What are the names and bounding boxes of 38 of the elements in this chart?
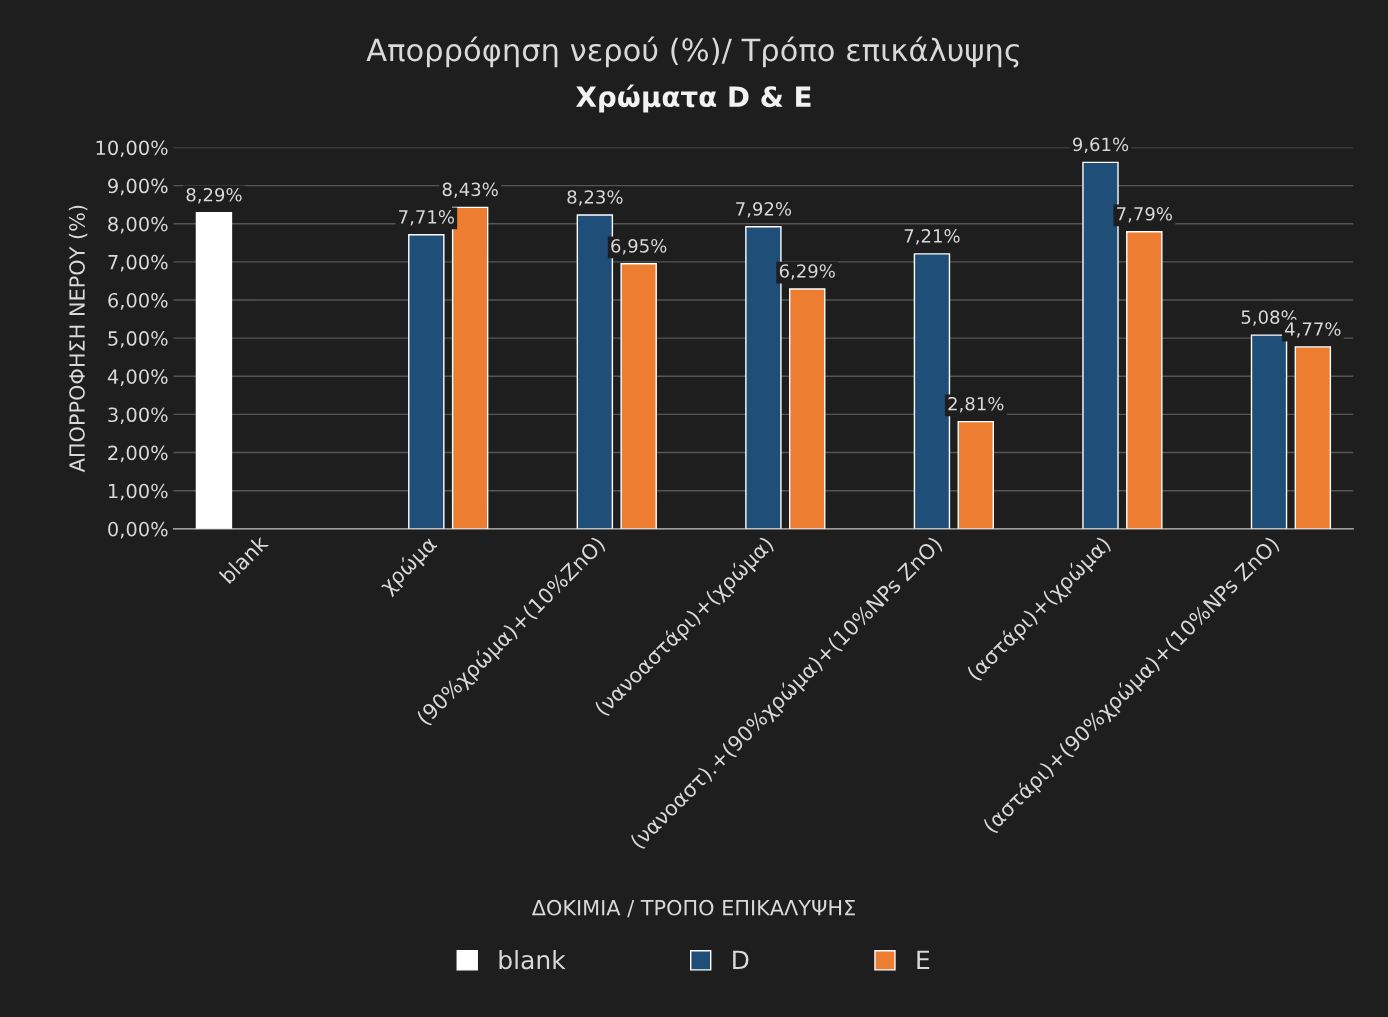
chart-subtitle: Χρώματα D & E	[576, 84, 811, 113]
data-label: 7,71%	[399, 210, 454, 226]
y-tick-label: 0,00%	[108, 521, 168, 539]
x-axis-title: ΔΟΚΙΜΙΑ / ΤΡΟΠΟ ΕΠΙΚΑΛΥΨΗΣ	[531, 899, 855, 918]
y-tick-label: 1,00%	[109, 483, 168, 501]
y-tick-label: 10,00%	[96, 140, 168, 158]
y-tick-label: 7,00%	[108, 254, 168, 272]
data-label: 2,81%	[948, 396, 1004, 413]
y-tick-label: 3,00%	[108, 407, 168, 425]
y-tick-label: 2,00%	[108, 445, 168, 463]
y-tick-label: 6,00%	[108, 292, 168, 310]
data-label: 9,61%	[1072, 137, 1129, 154]
bar	[745, 226, 782, 529]
data-label: 8,29%	[186, 187, 242, 204]
bar	[408, 234, 445, 529]
bar	[1294, 346, 1332, 529]
y-tick-label: 8,00%	[108, 216, 168, 234]
bar	[957, 420, 994, 529]
bar	[620, 263, 657, 529]
y-tick-label: 9,00%	[108, 178, 168, 196]
data-label: 6,95%	[611, 239, 667, 255]
bar	[788, 288, 826, 529]
data-label: 8,43%	[442, 182, 498, 199]
data-label: 6,29%	[779, 264, 835, 280]
y-tick-label: 5,00%	[108, 331, 168, 348]
bar	[1126, 231, 1163, 529]
legend-label: E	[917, 950, 930, 969]
y-axis-title: ΑΠΟΡΡΟΦΗΣΗ ΝΕΡΟΥ (%)	[68, 205, 88, 473]
y-tick-label: 4,00%	[107, 369, 168, 386]
data-label: 7,92%	[736, 202, 792, 218]
legend-label: D	[733, 950, 749, 969]
data-label: 8,23%	[567, 190, 623, 206]
chart-title: Απορρόφηση νερού (%)/ Τρόπο επικάλυψης	[366, 36, 1019, 68]
data-label: 7,21%	[904, 229, 960, 245]
data-label: 7,79%	[1117, 206, 1172, 223]
legend-label: blank	[499, 949, 566, 970]
bar	[195, 211, 233, 529]
bar	[1082, 161, 1119, 529]
